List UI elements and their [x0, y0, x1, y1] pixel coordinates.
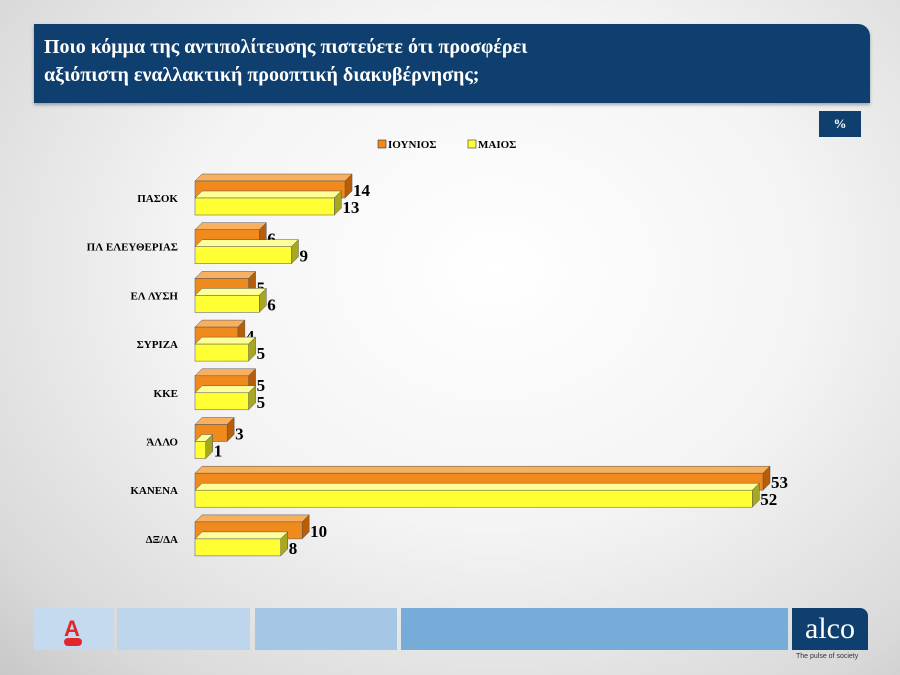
- data-label: 3: [235, 425, 244, 444]
- data-label: 5: [257, 344, 266, 363]
- bar-front-face: [194, 246, 292, 264]
- bar-ΜΑΙΟΣ: [194, 531, 289, 557]
- category-label: ΆΛΛΟ: [146, 437, 178, 449]
- data-label: 1: [214, 442, 223, 461]
- data-label: 13: [342, 198, 359, 217]
- category-label: ΚΚΕ: [154, 388, 178, 400]
- bar-top-face: [194, 368, 257, 377]
- category-label: ΠΑΣΟΚ: [137, 193, 178, 205]
- title-line-1: Ποιο κόμμα της αντιπολίτευσης πιστεύετε …: [44, 36, 528, 58]
- bar-ΜΑΙΟΣ: [194, 287, 267, 314]
- news-logo: A: [34, 608, 114, 650]
- category-label: ΕΛ ΛΥΣΗ: [130, 290, 178, 302]
- bar-top-face: [194, 239, 300, 247]
- category-label: ΔΞ/ΔΑ: [146, 534, 178, 546]
- footer-band-1: [117, 608, 250, 650]
- data-label: 5: [257, 278, 266, 297]
- alco-logo: alco: [792, 608, 868, 650]
- bar-top-face: [194, 465, 771, 474]
- data-label: 5: [257, 393, 266, 412]
- bar-top-face: [194, 514, 310, 523]
- bar-top-face: [194, 319, 246, 328]
- category-label: ΚΑΝΕΝΑ: [130, 485, 178, 497]
- bar-top-face: [194, 190, 342, 199]
- bar-top-face: [194, 482, 760, 491]
- bar-top-face: [194, 222, 267, 230]
- legend-swatch-1: [467, 139, 477, 149]
- alco-tagline: The pulse of society: [796, 653, 859, 660]
- bar-top-face: [194, 173, 353, 182]
- bar-front-face: [194, 538, 281, 557]
- legend-swatch-0: [377, 139, 387, 149]
- bar-ΜΑΙΟΣ: [194, 239, 300, 265]
- bar-front-face: [194, 441, 206, 459]
- bar-top-face: [194, 336, 257, 345]
- bar-front-face: [194, 197, 335, 216]
- data-label: 53: [771, 473, 788, 492]
- bar-top-face: [194, 385, 257, 394]
- bar-ΜΑΙΟΣ: [194, 482, 760, 508]
- bar-front-face: [194, 489, 753, 508]
- unit-badge: %: [819, 111, 861, 137]
- bar-front-face: [194, 343, 249, 362]
- category-label: ΠΛ ΕΛΕΥΘΕΡΙΑΣ: [87, 242, 178, 254]
- data-label: 10: [310, 522, 327, 541]
- data-label: 9: [299, 247, 308, 266]
- data-label: 6: [267, 295, 276, 314]
- bar-top-face: [194, 271, 257, 279]
- data-label: 14: [353, 181, 371, 200]
- bar-ΜΑΙΟΣ: [194, 433, 214, 460]
- data-label: 4: [246, 327, 255, 346]
- category-label: ΣΥΡΙΖΑ: [137, 339, 178, 351]
- bar-front-face: [194, 295, 260, 313]
- news-logo-icon: A: [64, 616, 82, 646]
- bar-ΜΑΙΟΣ: [194, 336, 257, 362]
- bar-top-face: [194, 288, 267, 296]
- legend-label-0: ΙΟΥΝΙΟΣ: [388, 139, 436, 151]
- data-label: 6: [267, 230, 276, 249]
- svg-text:A: A: [64, 616, 80, 641]
- bar-top-face: [194, 531, 289, 540]
- bar-front-face: [194, 392, 249, 411]
- legend-label-1: ΜΑΙΟΣ: [478, 139, 516, 151]
- title-line-2: αξιόπιστη εναλλακτική προοπτική διακυβέρ…: [44, 64, 480, 86]
- data-label: 52: [760, 490, 777, 509]
- footer-band-3: [401, 608, 788, 650]
- bar-ΜΑΙΟΣ: [194, 190, 342, 216]
- data-label: 5: [257, 376, 266, 395]
- footer-band-2: [255, 608, 397, 650]
- bar-ΜΑΙΟΣ: [194, 385, 257, 411]
- data-label: 8: [289, 539, 298, 558]
- title-banner: Ποιο κόμμα της αντιπολίτευσης πιστεύετε …: [34, 24, 870, 103]
